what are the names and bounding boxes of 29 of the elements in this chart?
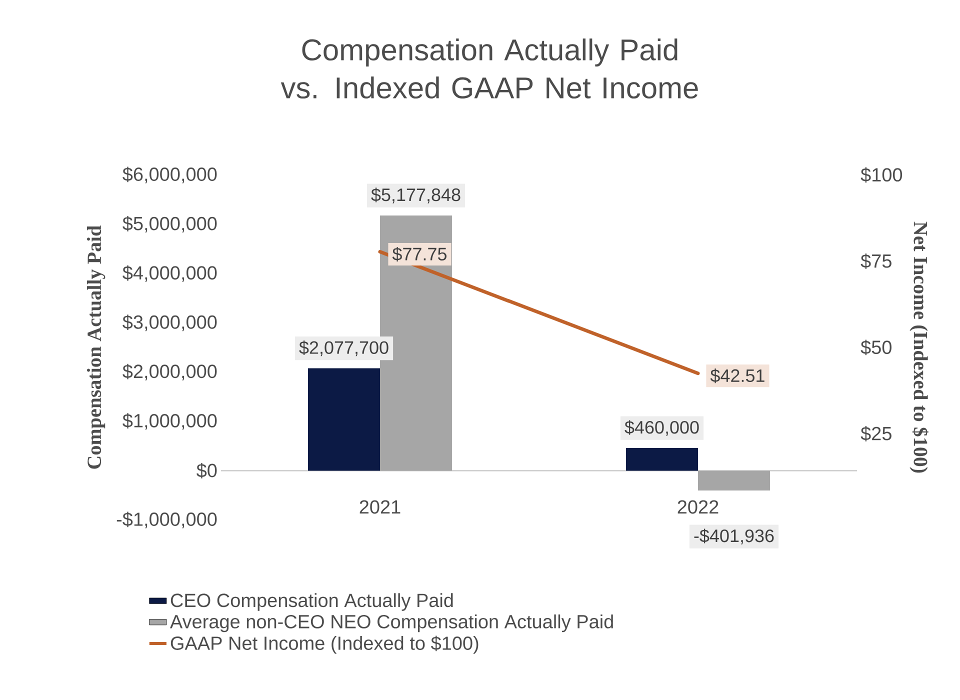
legend-label: Average non-CEO NEO Compensation Actually Paid [170, 614, 613, 632]
legend-label: CEO Compensation Actually Paid [170, 593, 453, 611]
data-label: $42.51 [710, 368, 764, 384]
legend-label: GAAP Net Income (Indexed to $100) [170, 636, 478, 654]
y-tick-label: $0 [196, 463, 217, 478]
y2-tick-label: $100 [860, 167, 902, 183]
y-axis-title: Compensation Actually Paid [86, 225, 106, 469]
data-label: $460,000 [624, 420, 699, 436]
data-label: $77.75 [392, 246, 446, 262]
data-label: $2,077,700 [299, 340, 388, 356]
x-tick-label: 2021 [360, 500, 400, 514]
data-label: $5,177,848 [371, 188, 460, 204]
y-tick-label: -$1,000,000 [116, 512, 217, 528]
y-tick-label: $4,000,000 [122, 265, 217, 282]
y2-tick-label: $25 [860, 426, 892, 442]
y2-axis-title: Net Income (Indexed to $100) [910, 222, 928, 473]
y2-tick-label: $50 [860, 340, 892, 356]
x-tick-label: 2022 [678, 500, 718, 514]
y-tick-label: $1,000,000 [122, 413, 217, 430]
chart-title: Compensation Actually Paid vs. Indexed GAAP Net Income [280, 38, 698, 99]
data-label: -$401,936 [694, 528, 774, 544]
bar [308, 368, 380, 471]
y-tick-label: $2,000,000 [122, 364, 217, 380]
y-tick-label: $6,000,000 [122, 166, 217, 184]
bar [698, 470, 770, 491]
bar [626, 448, 698, 471]
y-tick-label: $3,000,000 [122, 314, 217, 332]
y-tick-label: $5,000,000 [122, 216, 217, 233]
y2-tick-label: $75 [860, 254, 892, 269]
